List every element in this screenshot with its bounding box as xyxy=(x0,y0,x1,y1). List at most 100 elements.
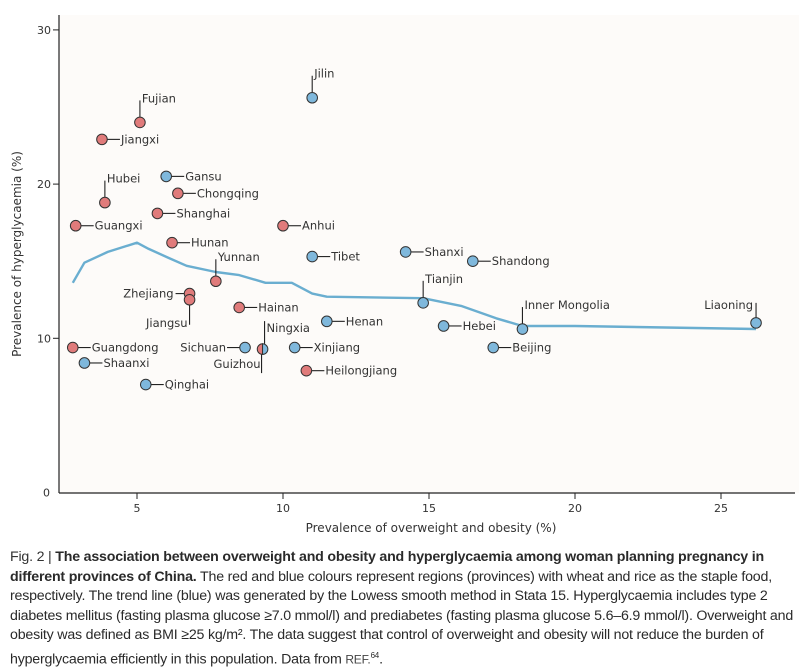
data-point-beijing: Beijing xyxy=(487,341,551,355)
figure-label: Fig. 2 xyxy=(10,549,45,565)
point-marker xyxy=(99,196,111,209)
data-point-yunnan: Yunnan xyxy=(210,250,260,288)
point-label: Guizhou xyxy=(214,357,261,371)
point-marker xyxy=(151,207,164,220)
data-point-jiangsu: Jiangsu xyxy=(145,293,196,330)
data-point-sichuan: Sichuan xyxy=(180,341,251,355)
point-marker xyxy=(233,301,245,314)
y-axis-title: Prevalence of hyperglycaemia (%) xyxy=(10,151,24,357)
data-point-hunan: Hunan xyxy=(166,236,229,250)
caption-separator: | xyxy=(48,549,52,565)
point-label: Xinjiang xyxy=(314,341,360,355)
point-marker xyxy=(166,236,178,249)
data-point-guangxi: Guangxi xyxy=(69,219,143,233)
data-point-heilongjiang: Heilongjiang xyxy=(300,364,397,378)
data-point-ningxia: Ningxia xyxy=(262,321,310,355)
point-marker xyxy=(487,341,500,354)
point-marker xyxy=(66,341,79,354)
point-marker xyxy=(239,341,251,354)
point-label: Hunan xyxy=(191,236,229,250)
point-marker xyxy=(277,219,289,232)
data-point-xinjiang: Xinjiang xyxy=(288,341,360,355)
x-tick-label: 15 xyxy=(422,502,436,515)
y-tick-label: 30 xyxy=(37,24,51,37)
x-tick-label: 5 xyxy=(134,502,141,515)
point-label: Inner Mongolia xyxy=(524,298,609,312)
point-label: Chongqing xyxy=(197,186,259,200)
point-marker xyxy=(321,315,333,328)
point-label: Guangdong xyxy=(92,341,159,355)
point-label: Shandong xyxy=(492,254,550,268)
point-marker xyxy=(300,364,313,377)
data-point-tibet: Tibet xyxy=(306,250,360,264)
data-point-tianjin: Tianjin xyxy=(417,272,463,309)
point-label: Jiangsu xyxy=(145,316,188,330)
reference-number[interactable]: 64 xyxy=(370,650,380,660)
data-point-gansu: Gansu xyxy=(160,169,222,183)
point-label: Hainan xyxy=(258,300,299,314)
point-label: Ningxia xyxy=(267,321,310,335)
figure-caption: Fig. 2 | The association between overwei… xyxy=(10,548,800,670)
point-marker-half xyxy=(262,343,269,355)
data-point-guizhou: Guizhou xyxy=(214,343,264,374)
point-marker xyxy=(139,378,152,391)
point-label: Jiangxi xyxy=(120,132,159,146)
point-label: Jilin xyxy=(313,67,334,81)
ticks: 5 10 15 20 25 0 10 20 30 xyxy=(37,24,728,515)
point-label: Sichuan xyxy=(180,341,226,355)
data-point-shanghai: Shanghai xyxy=(151,206,230,220)
data-point-hubei: Hubei xyxy=(99,172,140,209)
point-marker xyxy=(78,357,91,369)
point-label: Liaoning xyxy=(704,298,753,312)
scatter-chart: 5 10 15 20 25 0 10 20 30 Jilin Fujian Jiangxi Gansu… xyxy=(10,15,799,535)
data-point-anhui: Anhui xyxy=(277,219,335,233)
lowess-trend-line xyxy=(71,241,757,331)
x-tick-label: 25 xyxy=(714,502,728,515)
point-label: Guangxi xyxy=(95,219,143,233)
data-point-liaoning: Liaoning xyxy=(704,298,762,329)
point-marker xyxy=(437,320,450,332)
caption-end: . xyxy=(379,651,383,668)
y-tick-label: 0 xyxy=(43,487,50,500)
point-marker xyxy=(306,91,319,104)
data-point-guangdong: Guangdong xyxy=(66,341,159,355)
point-marker xyxy=(750,317,762,329)
data-points: Jilin Fujian Jiangxi Gansu Chongqing Hubei Sha… xyxy=(66,67,762,392)
x-axis-title: Prevalence of overweight and obesity (%) xyxy=(306,521,557,535)
point-label: Gansu xyxy=(185,169,222,183)
point-label: Shanghai xyxy=(176,206,230,220)
data-point-hainan: Hainan xyxy=(233,300,299,314)
point-marker xyxy=(516,323,529,335)
y-tick-label: 20 xyxy=(37,178,51,191)
point-marker xyxy=(96,133,108,146)
point-label: Shanxi xyxy=(425,245,464,259)
point-label: Qinghai xyxy=(165,378,209,392)
point-marker xyxy=(306,250,319,263)
data-point-shandong: Shandong xyxy=(467,254,550,268)
point-label: Tibet xyxy=(330,250,360,264)
data-point-jiangxi: Jiangxi xyxy=(96,132,159,146)
trend-line-layer xyxy=(71,241,757,331)
data-point-shaanxi: Shaanxi xyxy=(78,356,149,370)
x-tick-label: 10 xyxy=(276,502,290,515)
point-label: Henan xyxy=(346,314,383,328)
point-marker xyxy=(399,246,412,258)
point-label: Shaanxi xyxy=(103,356,149,370)
data-point-jilin: Jilin xyxy=(306,67,334,104)
point-marker xyxy=(172,187,184,200)
plot-background xyxy=(59,15,799,493)
caption-body: The red and blue colours represent regio… xyxy=(10,568,794,668)
axes xyxy=(58,15,795,494)
point-marker xyxy=(467,255,479,268)
point-marker xyxy=(134,116,146,129)
point-marker xyxy=(288,341,301,354)
point-marker xyxy=(69,219,82,232)
data-point-inner-mongolia: Inner Mongolia xyxy=(516,298,610,335)
point-marker xyxy=(183,293,196,306)
x-tick-label: 20 xyxy=(568,502,582,515)
data-point-shanxi: Shanxi xyxy=(399,245,464,259)
reference-link[interactable]: REF. xyxy=(345,652,371,667)
point-label: Beijing xyxy=(512,341,551,355)
data-point-hebei: Hebei xyxy=(437,319,496,333)
data-point-fujian: Fujian xyxy=(134,91,176,129)
